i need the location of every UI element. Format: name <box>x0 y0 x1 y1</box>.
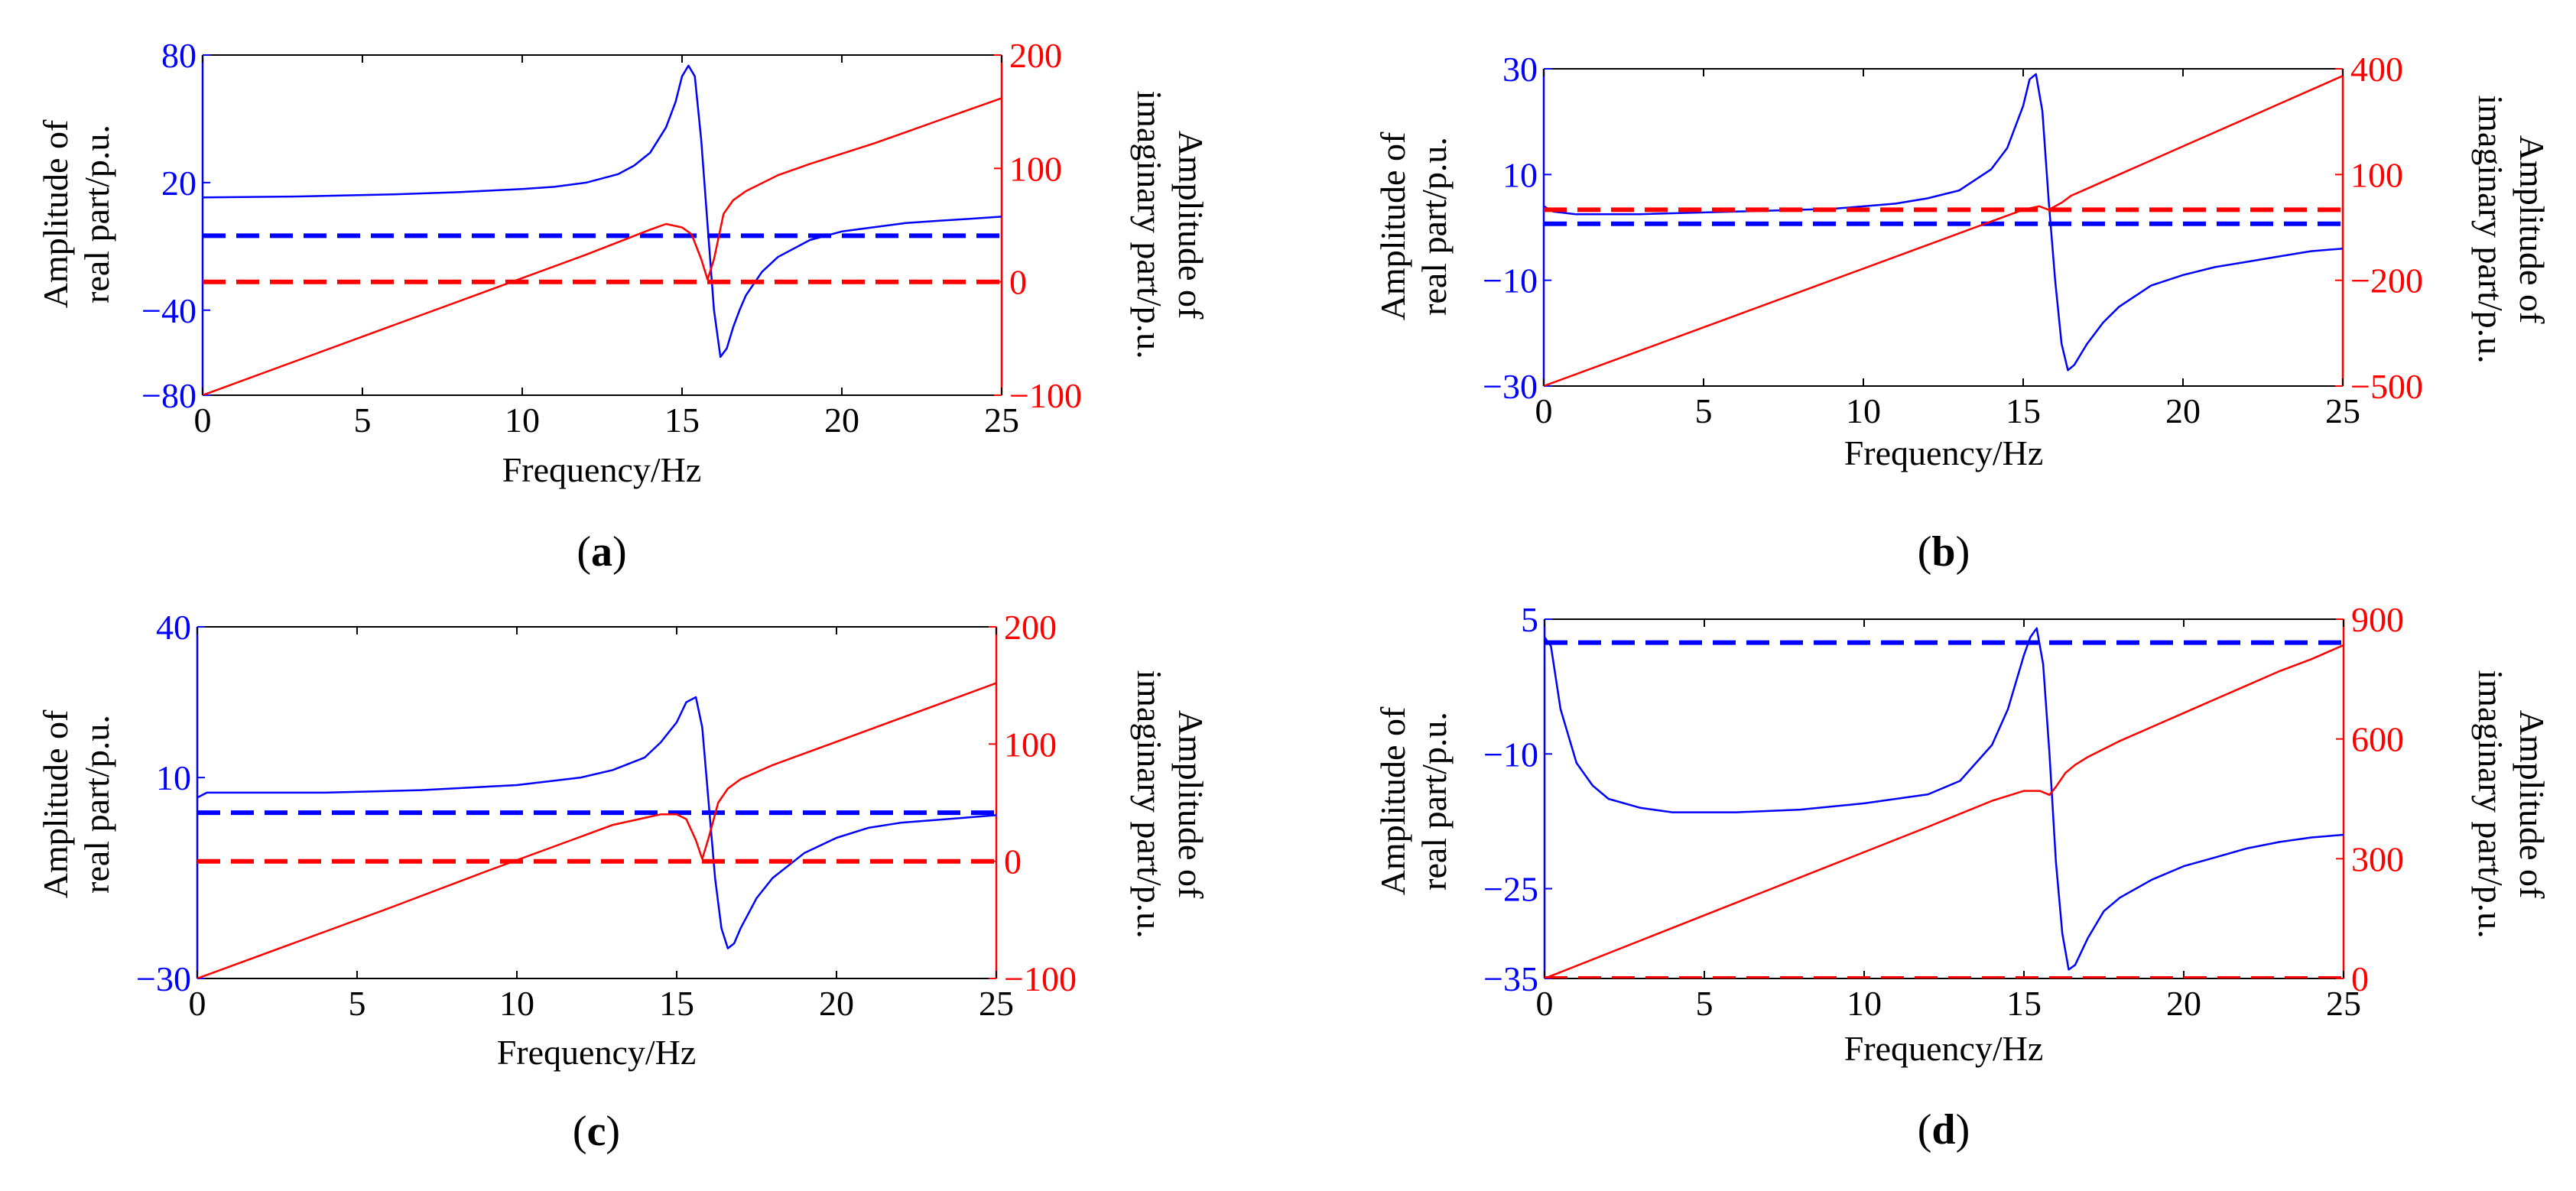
chart-d-xlabel: Frequency/Hz <box>1843 1029 2044 1068</box>
chart-b-xtick-label: 15 <box>2006 391 2041 430</box>
panel-d: 0 5 10 15 20 25 −35 −25 −10 5 0 300 600 900 Amplitude… <box>1288 596 2576 1191</box>
chart-d-left-ytick-label: 5 <box>1521 600 1538 639</box>
chart-d-right-ylabel: Amplitude of imaginary part/p.u. <box>2471 670 2552 939</box>
chart-a-left-ytick-label: −80 <box>141 376 197 415</box>
chart-d-plot: 0 5 10 15 20 25 −35 −25 −10 5 0 300 600 900 <box>1483 600 2404 1023</box>
chart-a-right-ylabel: Amplitude of imaginary part/p.u. <box>1130 90 1210 359</box>
chart-a-xtick-label: 20 <box>824 401 859 440</box>
chart-b-xtick-label: 10 <box>1846 391 1881 430</box>
chart-d-xtick-label: 0 <box>1536 984 1554 1023</box>
chart-d-right-ytick-label: 600 <box>2351 720 2404 759</box>
chart-a-xtick-label: 0 <box>194 401 212 440</box>
chart-b-left-ytick-label: 10 <box>1502 155 1538 194</box>
chart-d-real-part-line <box>1545 627 2344 971</box>
chart-a-xtick-label: 5 <box>354 401 372 440</box>
chart-c-xtick-label: 5 <box>349 984 366 1023</box>
chart-d-right-ytick-label: 0 <box>2351 959 2369 998</box>
chart-b-left-ylabel: Amplitude of real part/p.u. <box>1373 131 1454 321</box>
chart-c-right-ytick-label: 0 <box>1004 842 1022 881</box>
chart-d-xtick-label: 5 <box>1696 984 1714 1023</box>
chart-c-xlabel: Frequency/Hz <box>496 1033 697 1072</box>
chart-d-xtick-label: 25 <box>2326 984 2361 1023</box>
chart-a-real-part-line <box>203 64 1002 359</box>
chart-d-right-ytick-label: 300 <box>2351 839 2404 878</box>
chart-c-xtick-label: 20 <box>819 984 854 1023</box>
chart-a-caption: (a) <box>577 528 627 576</box>
chart-d-caption: (d) <box>1917 1106 1970 1154</box>
chart-c-left-ytick-label: −30 <box>136 959 191 998</box>
chart-a-left-ylabel: Amplitude of real part/p.u. <box>36 119 116 309</box>
chart-a-left-ytick-label: −40 <box>141 291 197 330</box>
chart-b-xlabel: Frequency/Hz <box>1843 433 2044 472</box>
chart-a-imaginary-part-line <box>203 97 1002 395</box>
chart-d-left-ytick-label: −25 <box>1483 870 1538 909</box>
chart-d-xtick-label: 20 <box>2166 984 2201 1023</box>
panel-a: 0 5 10 15 20 25 −80 −40 20 80 −100 0 100 200 Amplitud… <box>0 0 1288 596</box>
chart-c-right-ytick-label: 100 <box>1004 725 1057 764</box>
chart-c-real-part-line <box>197 696 996 949</box>
chart-c-caption: (c) <box>572 1108 621 1155</box>
chart-b-left-ytick-label: −10 <box>1483 261 1538 300</box>
chart-d-left-ytick-label: −35 <box>1483 959 1538 998</box>
chart-b-caption: (b) <box>1917 528 1970 576</box>
chart-b-right-ytick-label: −500 <box>2350 367 2423 406</box>
chart-c-left-ytick-label: 40 <box>156 608 191 647</box>
chart-a-right-ytick-label: 100 <box>1009 149 1062 188</box>
chart-b-right-ytick-label: −200 <box>2350 261 2423 300</box>
chart-b-imaginary-part-line <box>1544 75 2343 386</box>
chart-b-xtick-label: 0 <box>1535 391 1553 430</box>
chart-c-left-ytick-label: 10 <box>156 758 191 797</box>
chart-b-plot: 0 5 10 15 20 25 −30 −10 10 30 −500 −200 100 400 <box>1483 50 2423 430</box>
chart-c-imaginary-part-line <box>197 682 996 978</box>
chart-b-left-ytick-label: 30 <box>1502 50 1538 89</box>
chart-b-xtick-label: 20 <box>2165 391 2201 430</box>
chart-c-right-ylabel: Amplitude of imaginary part/p.u. <box>1130 670 1210 939</box>
chart-b-right-ytick-label: 400 <box>2350 50 2403 89</box>
chart-b-right-ylabel: Amplitude of imaginary part/p.u. <box>2471 95 2552 364</box>
chart-a-plot: 0 5 10 15 20 25 −80 −40 20 80 −100 0 100 200 <box>141 36 1082 440</box>
chart-c-right-ytick-label: 200 <box>1004 608 1057 647</box>
chart-d-xtick-label: 15 <box>2006 984 2042 1023</box>
chart-b-left-ytick-label: −30 <box>1483 367 1538 406</box>
chart-c-plot: 0 5 10 15 20 25 −30 10 40 −100 0 100 200 <box>136 608 1077 1023</box>
chart-a-xtick-label: 25 <box>984 401 1019 440</box>
chart-a-right-ytick-label: 0 <box>1009 263 1027 302</box>
chart-c-left-ylabel: Amplitude of real part/p.u. <box>36 709 116 899</box>
chart-c-xtick-label: 0 <box>189 984 206 1023</box>
chart-a-left-ytick-label: 20 <box>161 164 197 203</box>
chart-d-xtick-label: 10 <box>1847 984 1882 1023</box>
chart-a-xtick-label: 10 <box>505 401 540 440</box>
chart-a-right-ytick-label: −100 <box>1009 376 1082 415</box>
chart-a-right-ytick-label: 200 <box>1009 36 1062 75</box>
chart-b-xtick-label: 25 <box>2325 391 2360 430</box>
chart-d-left-ylabel: Amplitude of real part/p.u. <box>1373 706 1454 896</box>
chart-a-xtick-label: 15 <box>664 401 700 440</box>
chart-d-left-ytick-label: −10 <box>1483 735 1538 774</box>
chart-b-xtick-label: 5 <box>1695 391 1713 430</box>
chart-a-xlabel: Frequency/Hz <box>502 450 702 489</box>
chart-c-xtick-label: 25 <box>979 984 1014 1023</box>
chart-b-right-ytick-label: 100 <box>2350 155 2403 194</box>
chart-c-xtick-label: 15 <box>659 984 694 1023</box>
panel-b: 0 5 10 15 20 25 −30 −10 10 30 −500 −200 100 400 Ampli… <box>1288 0 2576 596</box>
chart-c-right-ytick-label: −100 <box>1004 959 1077 998</box>
chart-a-left-ytick-label: 80 <box>161 36 197 75</box>
chart-d-right-ytick-label: 900 <box>2351 600 2404 639</box>
panel-c: 0 5 10 15 20 25 −30 10 40 −100 0 100 200 Amplitude o… <box>0 596 1288 1191</box>
chart-d-imaginary-part-line <box>1545 644 2344 978</box>
chart-c-xtick-label: 10 <box>499 984 534 1023</box>
